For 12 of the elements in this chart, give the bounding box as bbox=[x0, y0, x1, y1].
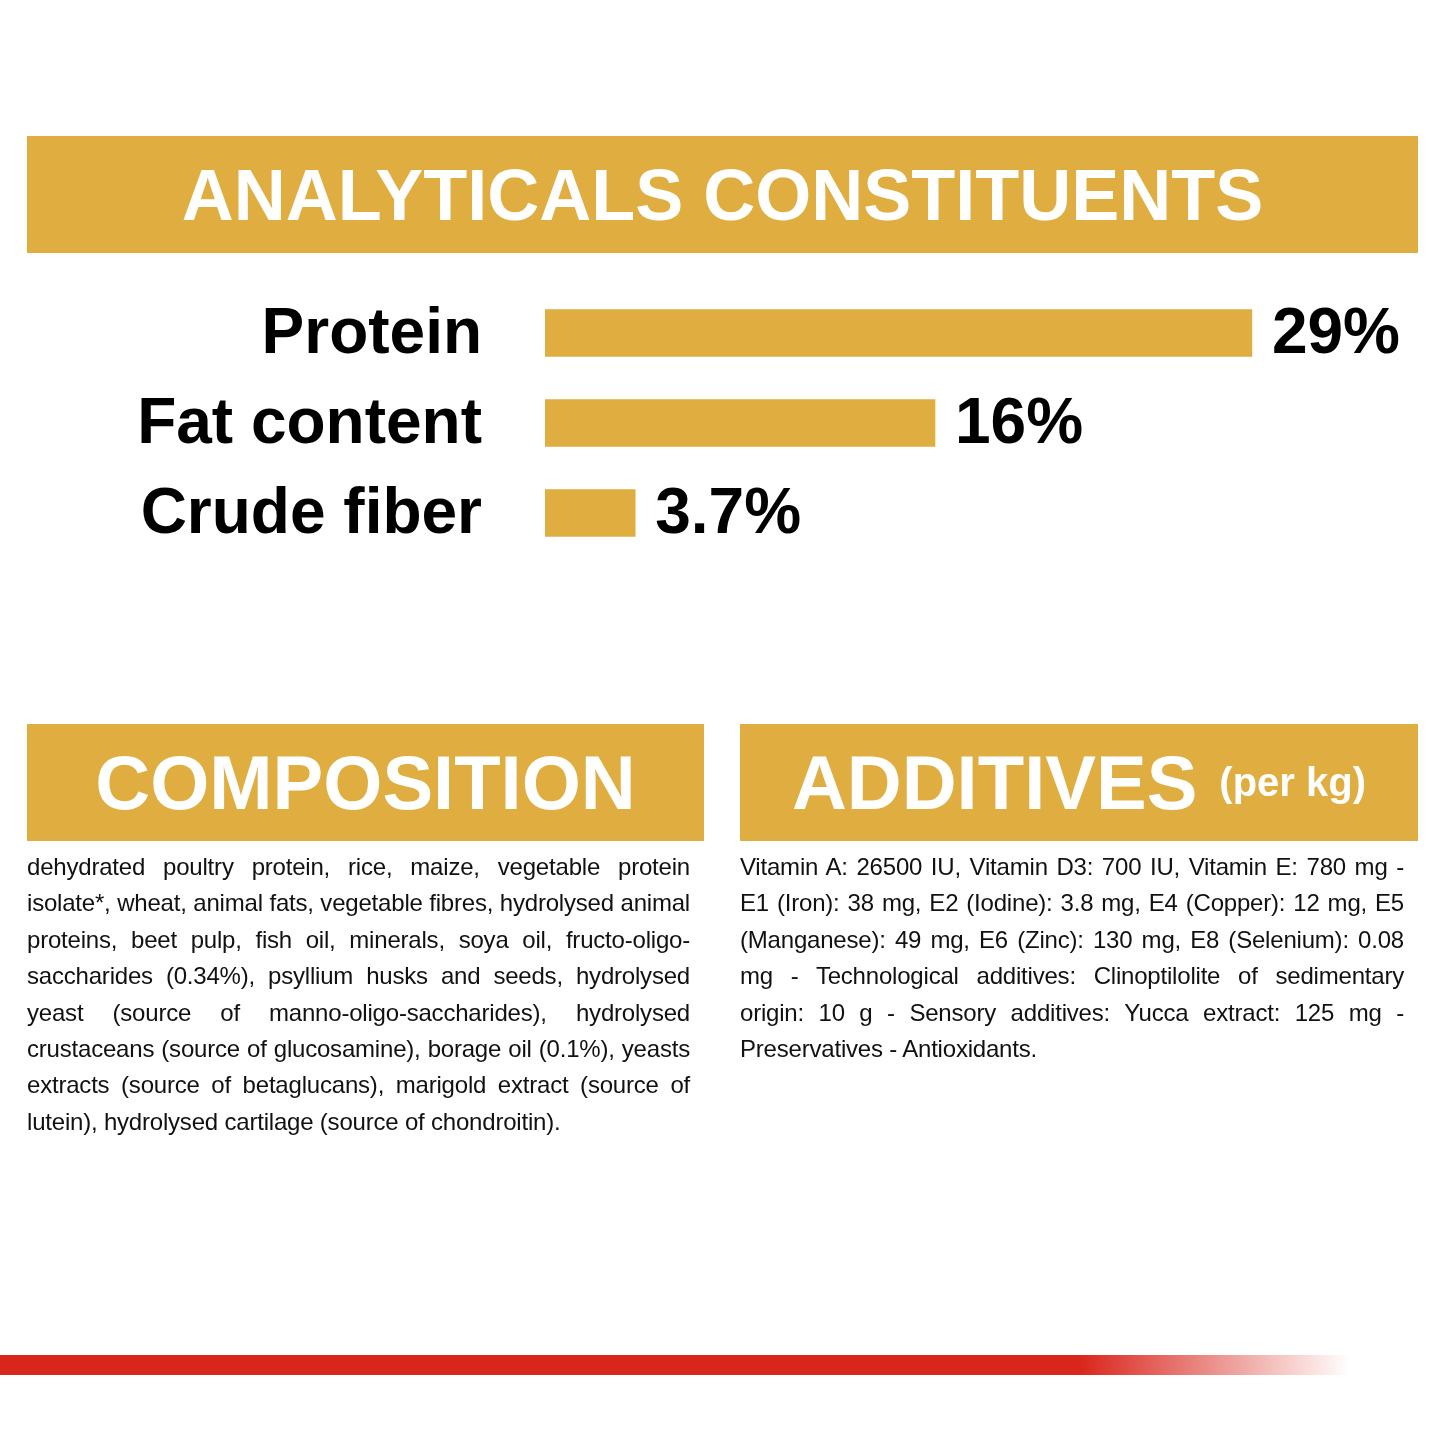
data-label: 29% bbox=[1271, 294, 1400, 367]
data-label: 16% bbox=[955, 384, 1084, 457]
text: Vitamin A: 26500 IU, Vitamin D3: 700 IU, Vitamin E: 780 mg - E1 (Iron): 38 mg, E2 (Iodine): 3.8 mg, E4 (Copper): 12 mg, E5 (Manganese): 49 mg, E6 (Zinc): 130 mg, E8 (Selenium): 0.08 mg - Technological additives: Clinoptilolite of sedimentary origin: 10 g - Sensory additives: Yucca extract: 125 mg - Preservatives - Antioxidants. bbox=[740, 852, 1404, 1065]
text: ADDITIVES bbox=[791, 739, 1198, 826]
text: COMPOSITION bbox=[95, 739, 636, 826]
data-label: 3.7% bbox=[655, 474, 802, 547]
y-tick-label: Fat content bbox=[137, 384, 482, 457]
y-tick-label: Crude fiber bbox=[140, 474, 482, 547]
y-tick-label: Protein bbox=[261, 294, 482, 367]
text: dehydrated poultry protein, rice, maize, vegetable protein isolate*, wheat, animal fats, vegetable fibres, hydrolysed animal proteins, beet pulp, fish oil, minerals, soya oil, fructo-oligo-saccharides (0.34%), psyllium husks and seeds, hydrolysed yeast (source of manno-oligo-saccharides), hydrolysed crustaceans (source of glucosamine), borage oil (0.1%), yeasts extracts (source of betaglucans), marigold extract (source of lutein), hydrolysed cartilage (source of chondroitin). bbox=[27, 852, 690, 1137]
chart-title: ANALYTICALS CONSTITUENTS bbox=[181, 153, 1264, 236]
text: (per kg) bbox=[1219, 760, 1367, 805]
